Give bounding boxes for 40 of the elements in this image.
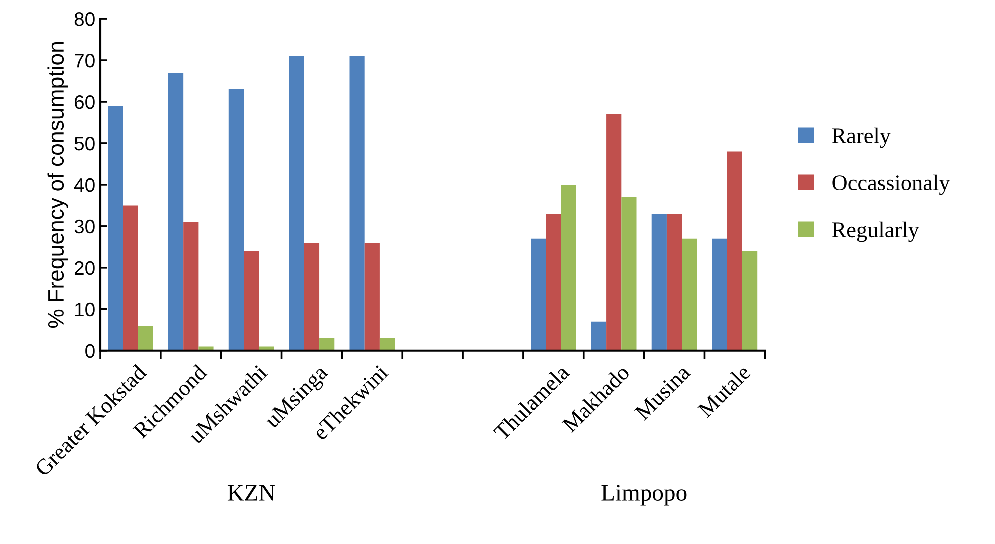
y-tick-label: 50 bbox=[74, 136, 95, 151]
y-tick-label: 20 bbox=[74, 261, 95, 276]
y-tick-label: 10 bbox=[75, 302, 95, 317]
bar bbox=[591, 322, 607, 351]
bar bbox=[320, 338, 335, 351]
y-tick-label: 70 bbox=[75, 54, 95, 68]
text: KZN bbox=[228, 485, 276, 501]
y-tick-label: 80 bbox=[74, 12, 95, 26]
bar bbox=[123, 206, 138, 351]
legend-label: Regularly bbox=[832, 222, 920, 242]
bar bbox=[289, 56, 304, 351]
bar bbox=[666, 214, 682, 351]
bar bbox=[652, 214, 667, 351]
y-tick-label: 0 bbox=[86, 344, 95, 358]
bar bbox=[712, 238, 728, 351]
legend-label: Occassionaly bbox=[832, 174, 950, 196]
legend-label: Rarely bbox=[832, 128, 891, 148]
y-tick-label: 30 bbox=[74, 220, 95, 234]
bar bbox=[138, 326, 154, 351]
bar bbox=[622, 197, 637, 351]
bar bbox=[531, 238, 546, 351]
bar bbox=[364, 243, 380, 351]
y-axis-title: % Frequency of consumption bbox=[48, 42, 68, 328]
bar bbox=[682, 238, 698, 351]
bar bbox=[168, 72, 184, 351]
bar bbox=[546, 214, 562, 351]
bar bbox=[228, 90, 244, 351]
bar bbox=[244, 251, 260, 351]
bar bbox=[606, 114, 622, 351]
y-tick-label: 60 bbox=[74, 95, 95, 110]
bar bbox=[108, 106, 124, 351]
bar bbox=[380, 338, 396, 351]
bar bbox=[561, 184, 576, 351]
bar bbox=[727, 152, 742, 351]
y-tick-label: 40 bbox=[74, 178, 95, 192]
text: Limpopo bbox=[602, 485, 687, 506]
bar bbox=[742, 251, 758, 351]
bar bbox=[350, 56, 365, 351]
bar bbox=[304, 243, 320, 351]
bar bbox=[184, 222, 199, 351]
